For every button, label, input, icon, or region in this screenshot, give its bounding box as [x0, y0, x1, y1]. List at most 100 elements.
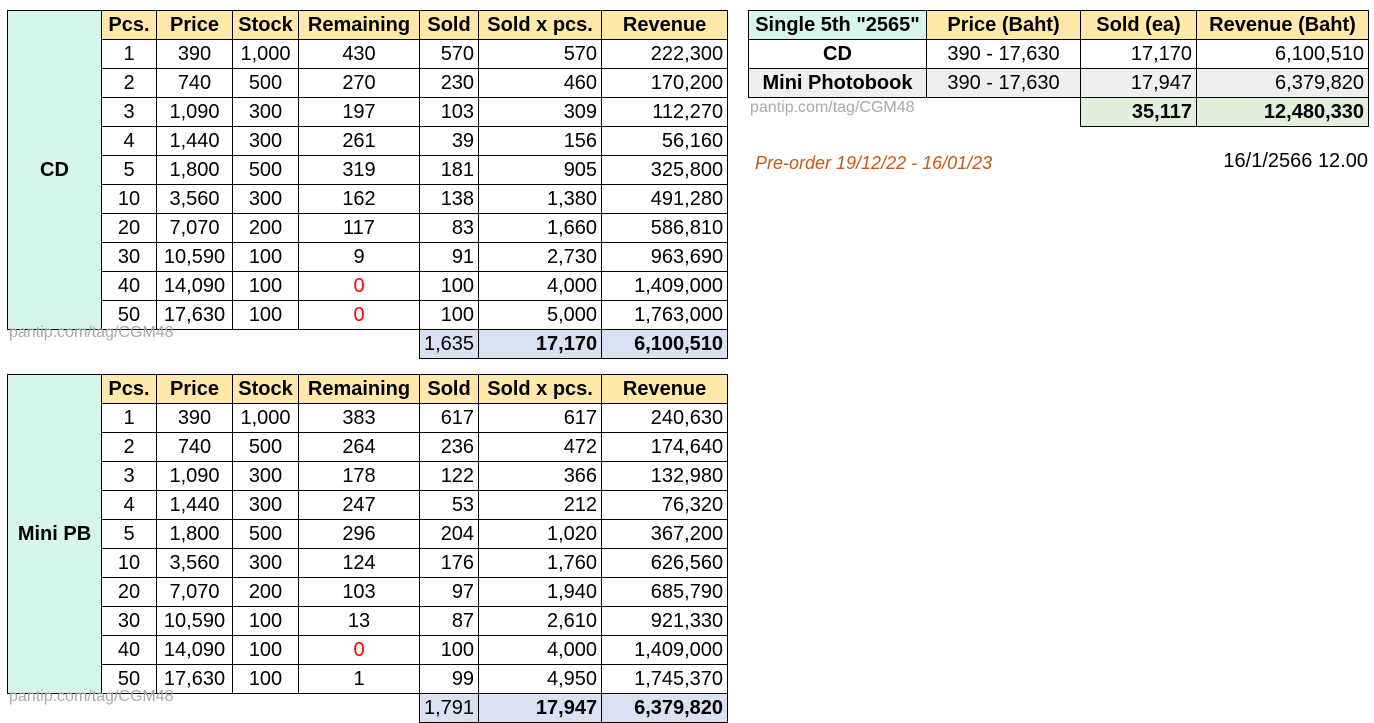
cell-remaining-row2[interactable]: 270 — [298, 68, 420, 98]
cell-revenue-row6[interactable]: 491,280 — [601, 184, 729, 214]
column-header-price[interactable]: Price — [156, 10, 233, 40]
cell-pcs-row6[interactable]: 10 — [101, 184, 157, 214]
cell-stock-row3[interactable]: 300 — [232, 461, 299, 491]
cell-revenue-row3[interactable]: 112,270 — [601, 97, 729, 127]
cell-remaining-row5[interactable]: 319 — [298, 155, 420, 185]
cell-sold-row9[interactable]: 100 — [418, 271, 480, 301]
cell-remaining-row4[interactable]: 261 — [298, 126, 420, 156]
cell-pcs-row2[interactable]: 2 — [101, 68, 157, 98]
cell-pcs-row1[interactable]: 1 — [101, 39, 157, 69]
column-header-remaining[interactable]: Remaining — [298, 374, 420, 404]
cell-remaining-row7[interactable]: 117 — [298, 213, 420, 243]
cell-pcs-row3[interactable]: 3 — [101, 461, 157, 491]
column-header-pcs[interactable]: Pcs. — [101, 374, 157, 404]
summary-price-cd[interactable]: 390 - 17,630 — [926, 39, 1081, 69]
cell-stock-row4[interactable]: 300 — [232, 490, 299, 520]
cell-price-row6[interactable]: 3,560 — [156, 184, 233, 214]
cell-revenue-row4[interactable]: 56,160 — [601, 126, 729, 156]
cell-pcs-row7[interactable]: 20 — [101, 213, 157, 243]
cell-revenue-row5[interactable]: 325,800 — [601, 155, 729, 185]
cell-stock-row8[interactable]: 100 — [232, 606, 299, 636]
cell-remaining-row8[interactable]: 9 — [298, 242, 420, 272]
cell-remaining-row8[interactable]: 13 — [298, 606, 420, 636]
summary-price-mini-photobook[interactable]: 390 - 17,630 — [926, 68, 1081, 98]
cell-revenue-row7[interactable]: 586,810 — [601, 213, 729, 243]
cell-stock-row8[interactable]: 100 — [232, 242, 299, 272]
cell-sold-x-pcs-row5[interactable]: 905 — [478, 155, 603, 185]
column-header-sold[interactable]: Sold — [418, 10, 480, 40]
cell-sold-row7[interactable]: 97 — [418, 577, 480, 607]
cell-stock-row1[interactable]: 1,000 — [232, 39, 299, 69]
cell-price-row1[interactable]: 390 — [156, 403, 233, 433]
summary-title[interactable]: Single 5th "2565" — [748, 10, 927, 40]
column-header-sold-x-pcs[interactable]: Sold x pcs. — [478, 374, 603, 404]
cell-sold-x-pcs-row1[interactable]: 617 — [478, 403, 603, 433]
cell-sold-row3[interactable]: 122 — [418, 461, 480, 491]
cell-stock-row7[interactable]: 200 — [232, 577, 299, 607]
cell-sold-x-pcs-row6[interactable]: 1,380 — [478, 184, 603, 214]
cell-price-row7[interactable]: 7,070 — [156, 577, 233, 607]
column-header-revenue[interactable]: Revenue — [601, 374, 729, 404]
cell-sold-row9[interactable]: 100 — [418, 635, 480, 665]
cell-sold-row10[interactable]: 100 — [418, 300, 480, 330]
cell-sold-x-pcs-row7[interactable]: 1,660 — [478, 213, 603, 243]
cell-revenue-row9[interactable]: 1,409,000 — [601, 271, 729, 301]
cell-sold-row2[interactable]: 236 — [418, 432, 480, 462]
cell-stock-row6[interactable]: 300 — [232, 184, 299, 214]
product-label-mini-pb[interactable]: Mini PB — [7, 374, 102, 694]
cell-sold-row2[interactable]: 230 — [418, 68, 480, 98]
column-header-stock[interactable]: Stock — [232, 10, 299, 40]
cell-price-row10[interactable]: 17,630 — [156, 300, 233, 330]
cell-price-row5[interactable]: 1,800 — [156, 155, 233, 185]
cell-revenue-row1[interactable]: 240,630 — [601, 403, 729, 433]
cell-remaining-row9[interactable]: 0 — [298, 271, 420, 301]
summary-sold-cd[interactable]: 17,170 — [1080, 39, 1197, 69]
cell-revenue-row10[interactable]: 1,745,370 — [601, 664, 729, 694]
summary-header-revenue-baht[interactable]: Revenue (Baht) — [1196, 10, 1369, 40]
summary-revenue-cd[interactable]: 6,100,510 — [1196, 39, 1369, 69]
summary-sold-mini-photobook[interactable]: 17,947 — [1080, 68, 1197, 98]
cell-revenue-row7[interactable]: 685,790 — [601, 577, 729, 607]
cell-pcs-row5[interactable]: 5 — [101, 155, 157, 185]
cell-remaining-row6[interactable]: 162 — [298, 184, 420, 214]
cell-remaining-row4[interactable]: 247 — [298, 490, 420, 520]
cell-revenue-row5[interactable]: 367,200 — [601, 519, 729, 549]
summary-header-price-baht[interactable]: Price (Baht) — [926, 10, 1081, 40]
cell-sold-row8[interactable]: 87 — [418, 606, 480, 636]
cell-pcs-row9[interactable]: 40 — [101, 635, 157, 665]
cell-pcs-row1[interactable]: 1 — [101, 403, 157, 433]
cell-pcs-row8[interactable]: 30 — [101, 242, 157, 272]
cell-price-row9[interactable]: 14,090 — [156, 635, 233, 665]
column-header-pcs[interactable]: Pcs. — [101, 10, 157, 40]
cell-sold-x-pcs-row4[interactable]: 156 — [478, 126, 603, 156]
cell-sold-x-pcs-row1[interactable]: 570 — [478, 39, 603, 69]
cell-sold-row1[interactable]: 617 — [418, 403, 480, 433]
cell-sold-x-pcs-row4[interactable]: 212 — [478, 490, 603, 520]
cell-price-row7[interactable]: 7,070 — [156, 213, 233, 243]
total-sold[interactable]: 1,635 — [418, 329, 480, 359]
summary-label-cd[interactable]: CD — [748, 39, 927, 69]
cell-sold-x-pcs-row10[interactable]: 5,000 — [478, 300, 603, 330]
cell-revenue-row2[interactable]: 170,200 — [601, 68, 729, 98]
total-sold-x-pcs[interactable]: 17,170 — [478, 329, 603, 359]
cell-pcs-row9[interactable]: 40 — [101, 271, 157, 301]
summary-header-sold-ea[interactable]: Sold (ea) — [1080, 10, 1197, 40]
column-header-remaining[interactable]: Remaining — [298, 10, 420, 40]
cell-stock-row2[interactable]: 500 — [232, 68, 299, 98]
cell-stock-row7[interactable]: 200 — [232, 213, 299, 243]
cell-price-row8[interactable]: 10,590 — [156, 242, 233, 272]
cell-pcs-row3[interactable]: 3 — [101, 97, 157, 127]
cell-price-row6[interactable]: 3,560 — [156, 548, 233, 578]
cell-sold-row5[interactable]: 204 — [418, 519, 480, 549]
cell-sold-x-pcs-row2[interactable]: 472 — [478, 432, 603, 462]
cell-stock-row9[interactable]: 100 — [232, 271, 299, 301]
total-revenue[interactable]: 6,379,820 — [601, 693, 729, 723]
cell-revenue-row10[interactable]: 1,763,000 — [601, 300, 729, 330]
cell-price-row4[interactable]: 1,440 — [156, 490, 233, 520]
cell-remaining-row10[interactable]: 1 — [298, 664, 420, 694]
cell-sold-row5[interactable]: 181 — [418, 155, 480, 185]
cell-sold-row4[interactable]: 53 — [418, 490, 480, 520]
cell-price-row2[interactable]: 740 — [156, 68, 233, 98]
cell-revenue-row8[interactable]: 963,690 — [601, 242, 729, 272]
cell-sold-row1[interactable]: 570 — [418, 39, 480, 69]
